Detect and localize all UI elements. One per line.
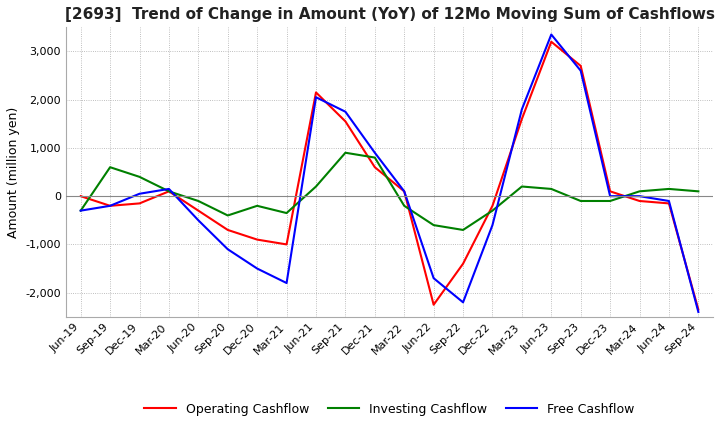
Investing Cashflow (635, 189, 644, 194)
Investing Cashflow (223, 213, 232, 218)
Operating Cashflow (223, 227, 232, 233)
Operating Cashflow (282, 242, 291, 247)
Investing Cashflow (429, 223, 438, 228)
Investing Cashflow (518, 184, 526, 189)
Y-axis label: Amount (million yen): Amount (million yen) (7, 106, 20, 238)
Investing Cashflow (371, 155, 379, 160)
Investing Cashflow (282, 210, 291, 216)
Free Cashflow (635, 194, 644, 199)
Line: Investing Cashflow: Investing Cashflow (81, 153, 698, 230)
Operating Cashflow (312, 90, 320, 95)
Free Cashflow (253, 266, 261, 271)
Free Cashflow (371, 150, 379, 155)
Investing Cashflow (547, 186, 556, 191)
Investing Cashflow (606, 198, 614, 204)
Operating Cashflow (459, 261, 467, 266)
Operating Cashflow (400, 189, 408, 194)
Free Cashflow (76, 208, 85, 213)
Operating Cashflow (76, 194, 85, 199)
Free Cashflow (488, 223, 497, 228)
Line: Operating Cashflow: Operating Cashflow (81, 42, 698, 310)
Free Cashflow (106, 203, 114, 209)
Investing Cashflow (488, 208, 497, 213)
Investing Cashflow (253, 203, 261, 209)
Operating Cashflow (371, 165, 379, 170)
Investing Cashflow (665, 186, 673, 191)
Operating Cashflow (135, 201, 144, 206)
Free Cashflow (518, 106, 526, 112)
Operating Cashflow (488, 203, 497, 209)
Free Cashflow (429, 275, 438, 281)
Investing Cashflow (694, 189, 703, 194)
Line: Free Cashflow: Free Cashflow (81, 34, 698, 312)
Operating Cashflow (253, 237, 261, 242)
Free Cashflow (459, 300, 467, 305)
Free Cashflow (282, 280, 291, 286)
Free Cashflow (341, 109, 350, 114)
Free Cashflow (223, 246, 232, 252)
Investing Cashflow (459, 227, 467, 233)
Free Cashflow (577, 68, 585, 73)
Free Cashflow (135, 191, 144, 196)
Operating Cashflow (106, 203, 114, 209)
Operating Cashflow (518, 116, 526, 121)
Free Cashflow (606, 194, 614, 199)
Operating Cashflow (635, 198, 644, 204)
Investing Cashflow (194, 198, 202, 204)
Free Cashflow (547, 32, 556, 37)
Operating Cashflow (606, 189, 614, 194)
Operating Cashflow (341, 119, 350, 124)
Free Cashflow (665, 198, 673, 204)
Free Cashflow (400, 189, 408, 194)
Free Cashflow (194, 218, 202, 223)
Operating Cashflow (429, 302, 438, 308)
Free Cashflow (694, 309, 703, 315)
Legend: Operating Cashflow, Investing Cashflow, Free Cashflow: Operating Cashflow, Investing Cashflow, … (140, 398, 639, 421)
Free Cashflow (165, 186, 174, 191)
Operating Cashflow (577, 63, 585, 69)
Investing Cashflow (106, 165, 114, 170)
Operating Cashflow (694, 307, 703, 312)
Investing Cashflow (341, 150, 350, 155)
Investing Cashflow (76, 208, 85, 213)
Title: [2693]  Trend of Change in Amount (YoY) of 12Mo Moving Sum of Cashflows: [2693] Trend of Change in Amount (YoY) o… (65, 7, 714, 22)
Investing Cashflow (312, 184, 320, 189)
Investing Cashflow (400, 203, 408, 209)
Operating Cashflow (165, 189, 174, 194)
Operating Cashflow (194, 208, 202, 213)
Free Cashflow (312, 95, 320, 100)
Investing Cashflow (135, 174, 144, 180)
Investing Cashflow (165, 189, 174, 194)
Operating Cashflow (665, 201, 673, 206)
Operating Cashflow (547, 39, 556, 44)
Investing Cashflow (577, 198, 585, 204)
